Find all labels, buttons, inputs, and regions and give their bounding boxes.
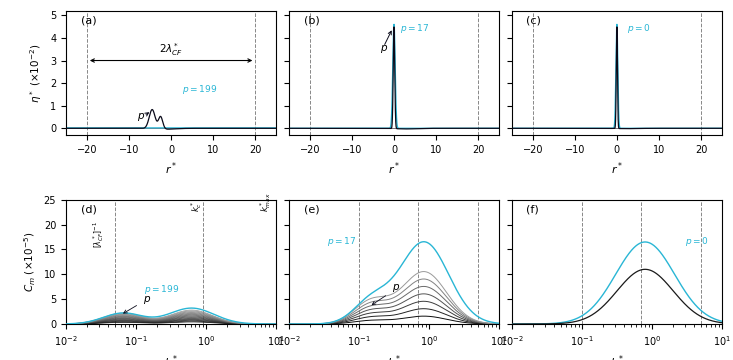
Text: (f): (f) xyxy=(526,205,539,215)
X-axis label: $r^*$: $r^*$ xyxy=(611,160,623,177)
X-axis label: $k^*$: $k^*$ xyxy=(610,353,624,360)
Text: $p = 0$: $p = 0$ xyxy=(627,22,652,35)
Text: $2\lambda^*_{CF}$: $2\lambda^*_{CF}$ xyxy=(159,41,183,58)
Text: $p$: $p$ xyxy=(137,111,145,123)
Text: $p$: $p$ xyxy=(380,44,388,55)
X-axis label: $k^*$: $k^*$ xyxy=(387,353,401,360)
X-axis label: $k^*$: $k^*$ xyxy=(164,353,178,360)
Y-axis label: $\eta^*\ (\times 10^{-2})$: $\eta^*\ (\times 10^{-2})$ xyxy=(29,43,45,103)
Text: $k^*_c$: $k^*_c$ xyxy=(188,200,204,212)
X-axis label: $r^*$: $r^*$ xyxy=(388,160,400,177)
Y-axis label: $C_m\ (\times 10^{-5})$: $C_m\ (\times 10^{-5})$ xyxy=(23,232,38,292)
Text: $[\lambda^*_{CF}]^{-1}$: $[\lambda^*_{CF}]^{-1}$ xyxy=(92,221,106,248)
Text: (b): (b) xyxy=(303,16,320,26)
Text: $p = 199$: $p = 199$ xyxy=(144,283,180,296)
X-axis label: $r^*$: $r^*$ xyxy=(165,160,177,177)
Text: $p$: $p$ xyxy=(143,294,151,306)
Text: (a): (a) xyxy=(81,16,96,26)
Text: (e): (e) xyxy=(303,205,319,215)
Text: $p = 199$: $p = 199$ xyxy=(182,83,217,96)
Text: $p = 17$: $p = 17$ xyxy=(327,235,356,248)
Text: (d): (d) xyxy=(81,205,97,215)
Text: $p = 17$: $p = 17$ xyxy=(400,22,430,35)
Text: (c): (c) xyxy=(526,16,542,26)
Text: $k^*_{max}$: $k^*_{max}$ xyxy=(258,192,273,212)
Text: $p$: $p$ xyxy=(392,282,400,294)
Text: $p = 0$: $p = 0$ xyxy=(685,235,710,248)
